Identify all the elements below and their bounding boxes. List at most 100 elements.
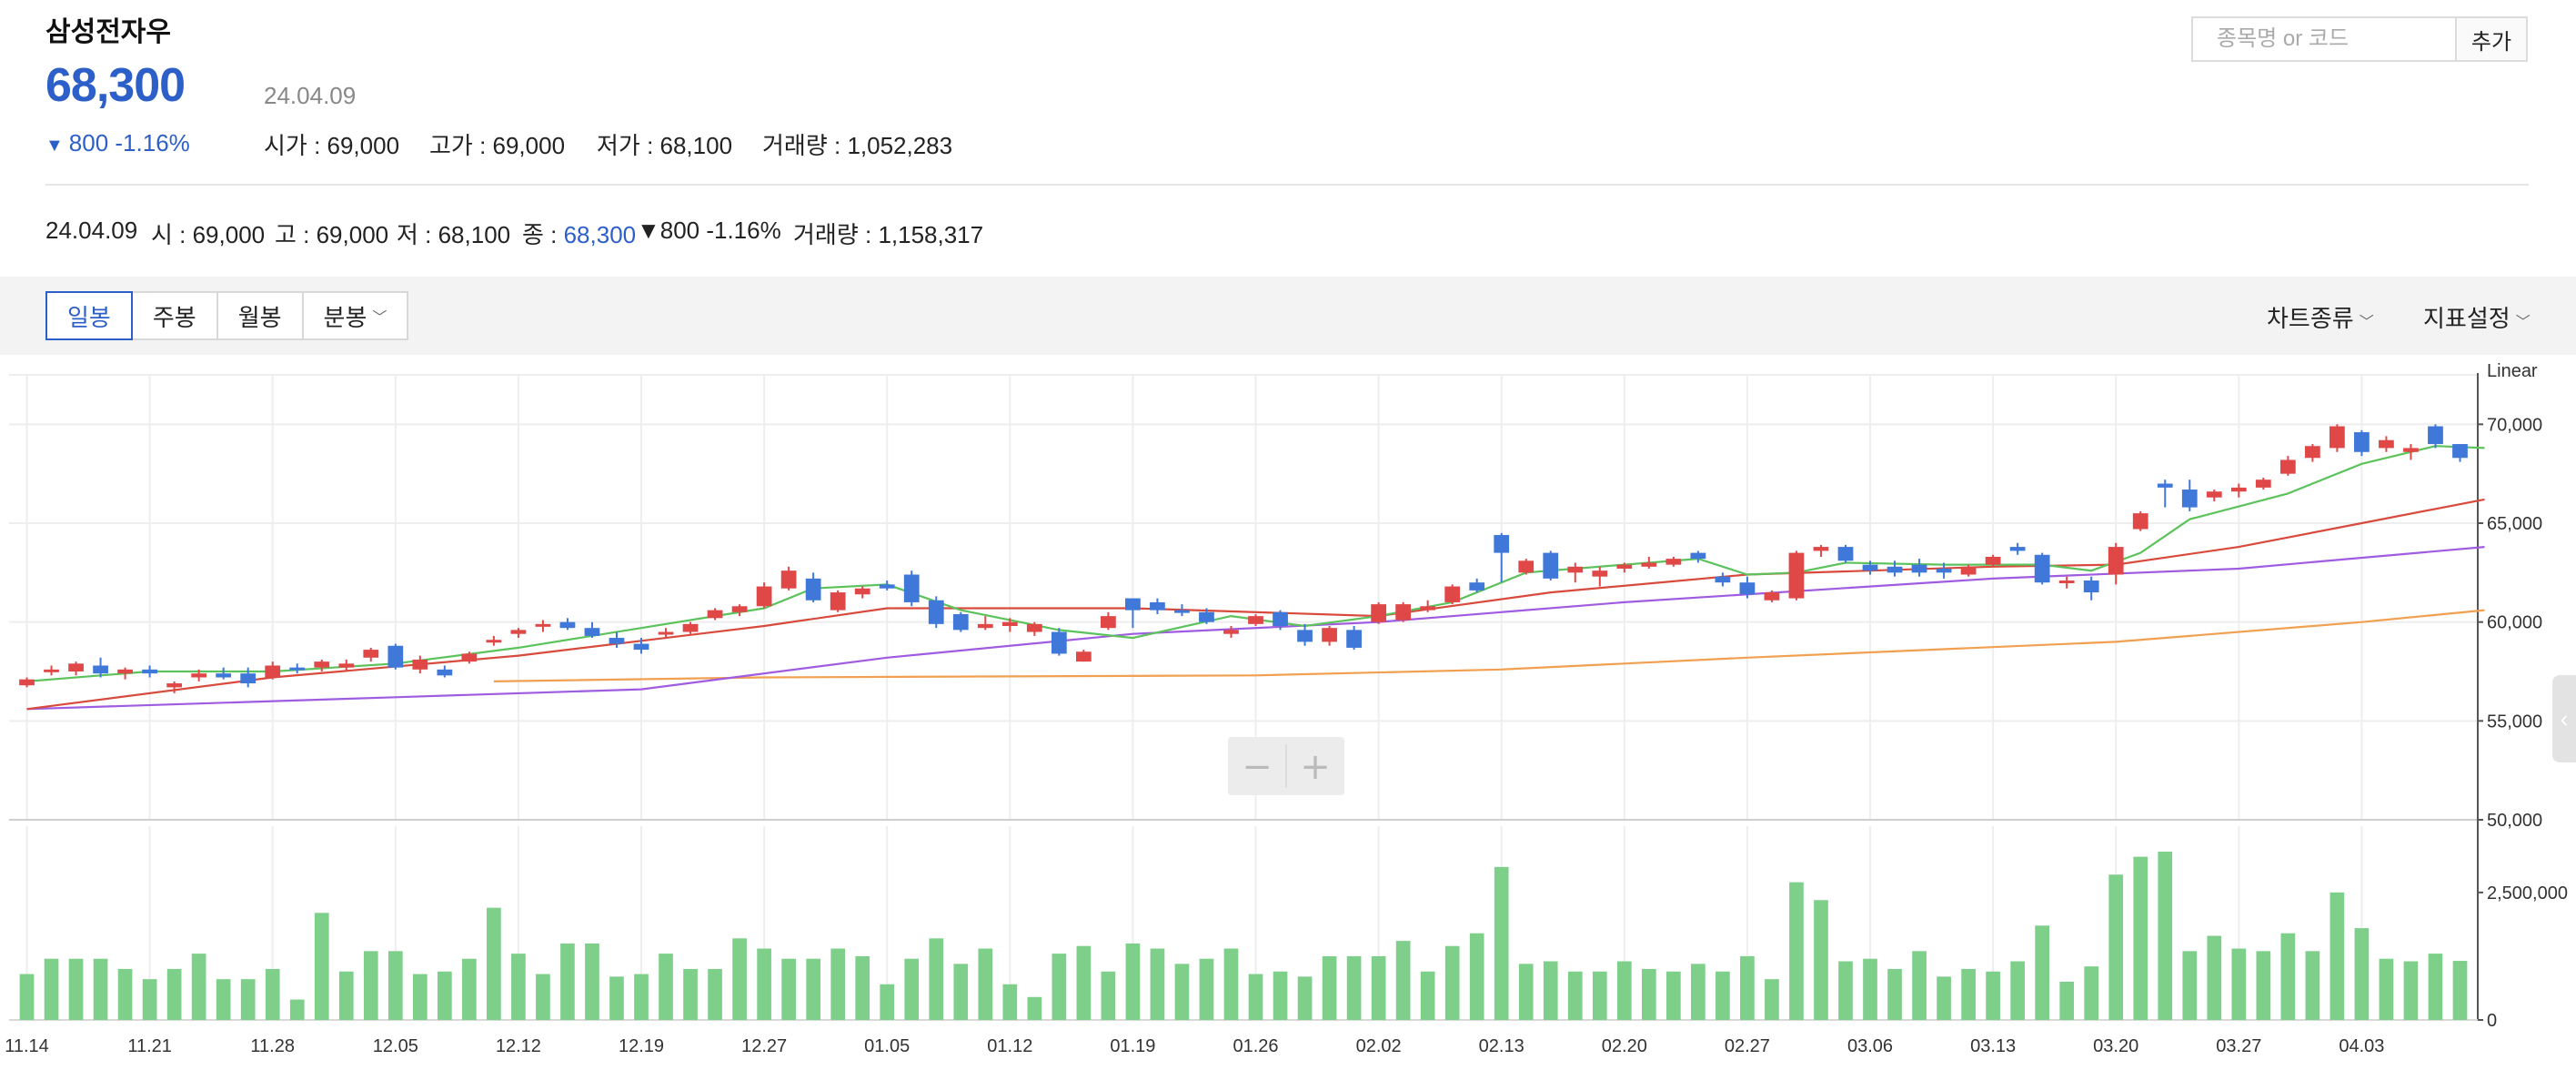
candle-body [1665,559,1682,565]
volume-bar [609,976,624,1020]
volume-bar [1027,996,1042,1020]
candle-body [756,586,772,607]
candle-body [682,623,699,632]
x-tick-label: 04.03 [2339,1036,2384,1056]
candle-body [1444,586,1461,602]
candle-body [1101,616,1116,629]
tab-minute[interactable]: 분봉 ﹀ [303,291,409,340]
volume-bar [2403,961,2419,1020]
volume-bar [757,948,771,1020]
volume-bar [166,968,182,1020]
volume-bar [634,974,649,1020]
volume-bar [953,964,969,1020]
candle-body [117,669,133,674]
volume-bar [2182,951,2198,1020]
volume-bar [708,968,722,1020]
volume-bar [68,958,84,1020]
candle-body [2157,483,2173,488]
zoom-in-button[interactable]: + [1300,746,1331,788]
volume-bar [806,958,820,1020]
candle-body [1075,651,1092,662]
side-panel-toggle[interactable]: ‹ [2552,675,2576,762]
candle-body [387,645,404,668]
price-tick-label: 70,000 [2487,415,2542,435]
ma120-line [493,609,2485,682]
x-tick-label: 11.14 [5,1036,49,1056]
x-tick-label: 11.21 [127,1036,172,1056]
volume-label: 거래량 [762,132,828,159]
candle-body [2354,432,2370,452]
candle-body [977,623,993,629]
candle-body [903,574,920,602]
candle-body [2428,426,2443,445]
down-triangle-icon: ▼ [637,217,660,244]
volume-bar [462,958,477,1020]
candle-body [633,643,649,651]
indicator-settings-button[interactable]: 지표설정 ﹀ [2423,300,2531,334]
volume-bar [1716,971,1730,1020]
x-tick-label: 12.19 [619,1036,664,1056]
x-tick-label: 12.05 [373,1036,418,1056]
volume-bar [93,958,108,1020]
volume-bar [511,954,526,1020]
period-tabs: 일봉 주봉 월봉 분봉 ﹀ [45,291,409,340]
volume-bar [2329,892,2345,1020]
candle-body [1985,556,2001,565]
candle-body [584,628,600,636]
price-tick-label: 55,000 [2487,712,2542,732]
candle-body [1494,535,1510,553]
candle-body [412,659,428,670]
summary-open-label: 시 [151,221,173,248]
candle-body [363,650,379,658]
x-tick-label: 03.27 [2216,1036,2261,1056]
x-tick-label: 02.27 [1725,1036,1770,1056]
x-tick-label: 01.05 [864,1036,910,1056]
summary-close-value: 68,300 [563,221,637,248]
candle-body [338,663,355,668]
tab-daily[interactable]: 일봉 [45,291,133,340]
candle-body [1199,611,1214,622]
volume-bar [781,958,796,1020]
volume-bar [1469,933,1484,1020]
divider [45,184,2529,186]
candle-body [780,570,797,589]
candle-body [2255,479,2271,488]
candle-body [191,673,207,678]
price-change-value: 800 -1.16% [68,129,190,156]
volume-bar [363,951,378,1020]
volume-bar [2084,966,2099,1020]
x-tick-label: 02.20 [1602,1036,1647,1056]
chart-type-button[interactable]: 차트종류 ﹀ [2267,300,2374,334]
volume-bar [2207,935,2222,1020]
low-price: 저가 : 68,100 [597,132,733,159]
stock-chart[interactable]: Linear 70,000 65,000 60,000 55,000 50,000 2,50… [0,355,2576,1070]
volume-bar [1322,955,1337,1020]
volume-bar [1863,958,1877,1020]
search-input[interactable] [2191,16,2455,62]
candle-body [1813,547,1829,551]
candle-body [216,673,232,678]
candle-body [1960,566,1977,575]
volume-bar [1592,971,1607,1020]
summary-volume: 거래량 : 1,158,317 [793,221,984,248]
candle-body [1862,564,1878,571]
volume-bar [216,979,231,1020]
tab-weekly[interactable]: 주봉 [132,291,218,340]
volume-bar [830,948,846,1020]
candle-body [142,669,157,674]
tab-monthly[interactable]: 월봉 [217,291,304,340]
candle-body [2206,491,2222,498]
summary-low: 저 : 68,100 [397,221,511,248]
summary-high-value: 69,000 [316,221,389,248]
candle-body [658,631,674,635]
chevron-down-icon: ﹀ [372,310,387,326]
zoom-out-button[interactable]: − [1242,746,1273,788]
volume-bar [683,968,698,1020]
candle-body [44,669,59,672]
candle-body [510,630,527,634]
volume-bar [2305,951,2320,1020]
volume-bar [1346,955,1362,1020]
open-label: 시가 [264,132,307,159]
add-button[interactable]: 추가 [2455,16,2528,62]
volume-bar [314,913,329,1020]
